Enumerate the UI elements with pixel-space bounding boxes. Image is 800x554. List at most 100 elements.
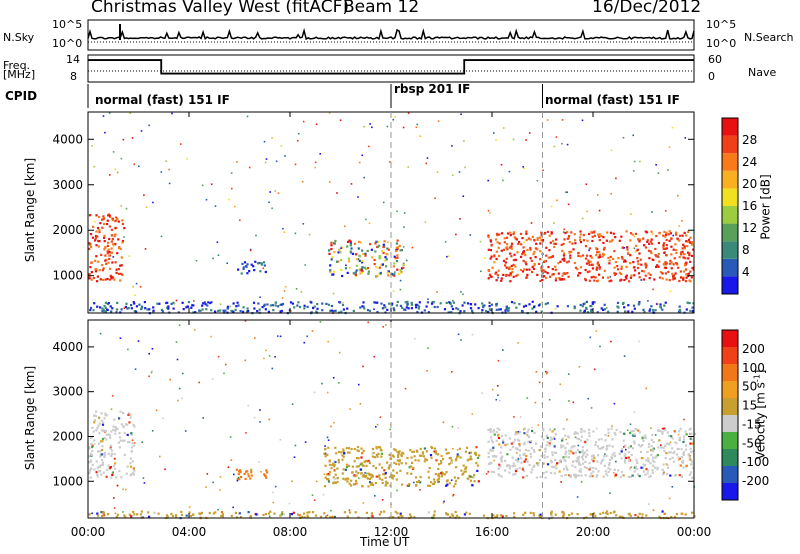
range-cell: [107, 261, 110, 264]
range-cell: [417, 307, 420, 310]
range-cell: [116, 171, 119, 174]
range-cell: [406, 472, 409, 475]
range-cell: [644, 274, 647, 277]
range-cell: [606, 231, 609, 234]
range-cell: [588, 468, 591, 471]
range-cell: [657, 446, 660, 449]
range-cell: [104, 306, 107, 309]
range-cell: [495, 308, 498, 311]
range-cell: [219, 303, 222, 305]
range-cell: [217, 508, 219, 511]
range-cell: [512, 441, 515, 444]
range-cell: [464, 166, 466, 169]
range-cell: [366, 249, 369, 252]
range-cell: [375, 447, 378, 450]
range-cell: [392, 290, 395, 292]
range-cell: [599, 447, 602, 450]
range-cell: [412, 466, 415, 470]
range-cell: [649, 308, 652, 311]
range-cell: [574, 242, 577, 245]
range-cell: [374, 250, 377, 253]
range-cell: [449, 302, 452, 305]
range-cell: [132, 423, 135, 426]
range-cell: [124, 515, 127, 518]
range-cell: [544, 302, 547, 306]
range-cell: [687, 230, 690, 233]
range-cell: [111, 219, 114, 222]
range-cell: [576, 437, 579, 440]
range-cell: [627, 446, 630, 449]
range-cell: [359, 463, 362, 466]
range-cell: [662, 245, 665, 248]
range-cell: [604, 453, 606, 455]
range-cell: [380, 452, 383, 455]
range-cell: [671, 456, 674, 459]
range-cell: [677, 456, 680, 459]
range-cell: [688, 456, 691, 459]
range-cell: [686, 301, 689, 304]
range-cell: [247, 309, 250, 313]
range-cell: [512, 473, 515, 476]
range-cell: [495, 302, 498, 306]
range-cell: [644, 266, 648, 269]
range-cell: [581, 254, 585, 257]
range-cell: [465, 466, 468, 469]
range-cell: [88, 277, 91, 280]
range-cell: [532, 267, 535, 270]
range-cell: [592, 454, 595, 457]
range-cell: [369, 243, 372, 246]
range-cell: [245, 470, 248, 473]
range-cell: [590, 458, 593, 461]
range-cell: [669, 458, 672, 461]
range-cell: [451, 371, 453, 373]
range-cell: [310, 301, 313, 304]
range-cell: [654, 456, 657, 459]
range-cell: [500, 456, 503, 459]
range-cell: [542, 429, 545, 432]
range-cell: [208, 511, 211, 515]
range-cell: [244, 265, 247, 268]
range-cell: [313, 391, 316, 394]
range-cell: [570, 250, 573, 253]
range-cell: [581, 217, 584, 220]
range-cell: [88, 273, 91, 276]
range-cell: [109, 466, 112, 469]
range-cell: [112, 151, 115, 153]
range-cell: [686, 245, 689, 248]
range-cell: [652, 464, 655, 467]
range-cell: [259, 409, 261, 411]
range-cell: [630, 466, 632, 468]
range-cell: [88, 247, 91, 251]
range-cell: [380, 302, 383, 305]
range-cell: [451, 307, 455, 311]
range-cell: [540, 310, 543, 313]
x-tick-label: 16:00: [475, 525, 510, 539]
range-cell: [109, 445, 112, 448]
range-cell: [636, 260, 639, 263]
range-cell: [333, 465, 336, 468]
range-cell: [598, 233, 601, 236]
range-cell: [499, 451, 502, 454]
range-cell: [414, 459, 417, 462]
range-cell: [649, 250, 652, 253]
range-cell: [595, 268, 598, 271]
range-cell: [365, 474, 368, 477]
colorbar-tick-label: 100: [742, 361, 765, 375]
range-cell: [648, 475, 651, 478]
colorbar-swatch: [722, 223, 738, 242]
range-cell: [239, 471, 242, 474]
range-cell: [411, 246, 414, 249]
range-cell: [625, 277, 628, 280]
range-cell: [95, 429, 98, 432]
range-cell: [554, 433, 557, 436]
range-cell: [592, 430, 595, 433]
range-cell: [327, 472, 330, 475]
range-cell: [525, 268, 528, 271]
range-cell: [579, 309, 582, 312]
range-cell: [600, 234, 603, 238]
range-cell: [577, 444, 580, 447]
range-cell: [106, 513, 110, 516]
range-cell: [418, 305, 421, 308]
range-cell: [572, 473, 576, 476]
